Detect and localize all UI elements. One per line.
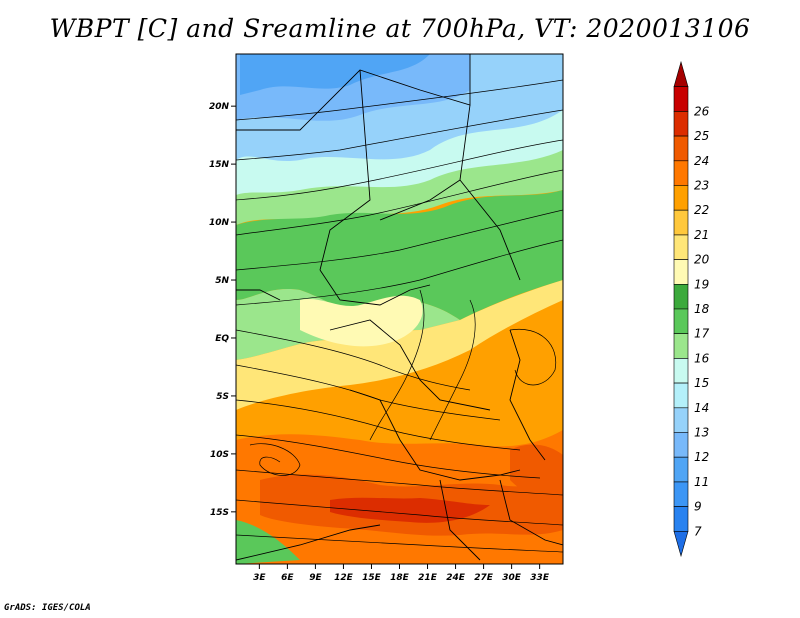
colorbar-swatch [673, 456, 689, 483]
colorbar-label: 21 [694, 228, 709, 242]
colorbar-swatch [673, 234, 689, 260]
lon-tick-label: 30E [502, 573, 522, 583]
colorbar-label: 7 [694, 524, 702, 538]
colorbar-swatch [673, 60, 689, 87]
colorbar-label: 13 [694, 426, 709, 440]
colorbar-label: 17 [694, 327, 710, 341]
colorbar-label: 19 [694, 277, 709, 291]
latitude-axis: 20N 15N 10N 5N EQ 5S 10S 15S [209, 102, 236, 518]
lat-tick-label: 15N [209, 160, 230, 170]
colorbar-label: 16 [694, 351, 710, 365]
lon-tick-label: 12E [334, 573, 354, 583]
colorbar-swatch [673, 259, 689, 285]
lat-tick-label: 10N [209, 218, 230, 228]
lon-tick-label: 24E [446, 573, 466, 583]
lon-tick-label: 15E [362, 573, 382, 583]
colorbar-swatch [673, 160, 689, 186]
lat-tick-label: 5N [215, 276, 229, 286]
lat-tick-label: 15S [210, 508, 229, 518]
lat-tick-label: 5S [216, 392, 229, 402]
colorbar-swatch [673, 284, 689, 310]
colorbar-label: 9 [694, 500, 702, 514]
colorbar-swatch [673, 209, 689, 236]
colorbar-label: 18 [694, 302, 710, 316]
colorbar-swatch [673, 358, 689, 384]
colorbar-swatch [673, 111, 689, 137]
lon-tick-label: 27E [474, 573, 494, 583]
colorbar-label: 11 [694, 475, 709, 489]
lon-tick-label: 21E [418, 573, 438, 583]
lon-tick-label: 9E [309, 573, 322, 583]
colorbar-swatch [673, 86, 689, 112]
colorbar-label: 24 [694, 154, 709, 168]
colorbar-label: 22 [694, 203, 709, 217]
colorbar-swatch [673, 333, 689, 359]
lat-tick-label: EQ [215, 334, 229, 344]
colorbar: 7 9 11 12 13 14 15 16 17 18 19 20 21 22 23 24 25 26 [673, 60, 710, 558]
colorbar-swatch [673, 185, 689, 211]
country-borders [236, 54, 563, 561]
colorbar-label: 20 [694, 253, 710, 267]
lon-tick-label: 3E [253, 573, 266, 583]
colorbar-swatch [673, 531, 689, 558]
colorbar-label: 12 [694, 450, 709, 464]
wbpt-field [236, 54, 563, 564]
lat-tick-label: 20N [209, 102, 230, 112]
credit-label: GrADS: IGES/COLA [4, 603, 91, 613]
lat-tick-label: 10S [210, 450, 229, 460]
lon-tick-label: 6E [281, 573, 294, 583]
colorbar-swatch [673, 481, 689, 507]
colorbar-swatch [673, 382, 689, 409]
map-title: WBPT [C] and Sreamline at 700hPa, VT: 20… [49, 14, 751, 43]
colorbar-swatch [673, 308, 689, 334]
colorbar-swatch [673, 432, 689, 458]
colorbar-label: 26 [694, 104, 710, 118]
longitude-axis: 3E 6E 9E 12E 15E 18E 21E 24E 27E 30E 33E [253, 564, 550, 583]
colorbar-swatch [673, 135, 689, 162]
lon-tick-label: 33E [530, 573, 550, 583]
colorbar-label: 25 [694, 129, 709, 143]
colorbar-swatch [673, 407, 689, 433]
colorbar-label: 15 [694, 376, 709, 390]
colorbar-label: 23 [694, 179, 709, 193]
colorbar-label: 14 [694, 401, 709, 415]
lon-tick-label: 18E [390, 573, 410, 583]
colorbar-swatch [673, 506, 689, 532]
